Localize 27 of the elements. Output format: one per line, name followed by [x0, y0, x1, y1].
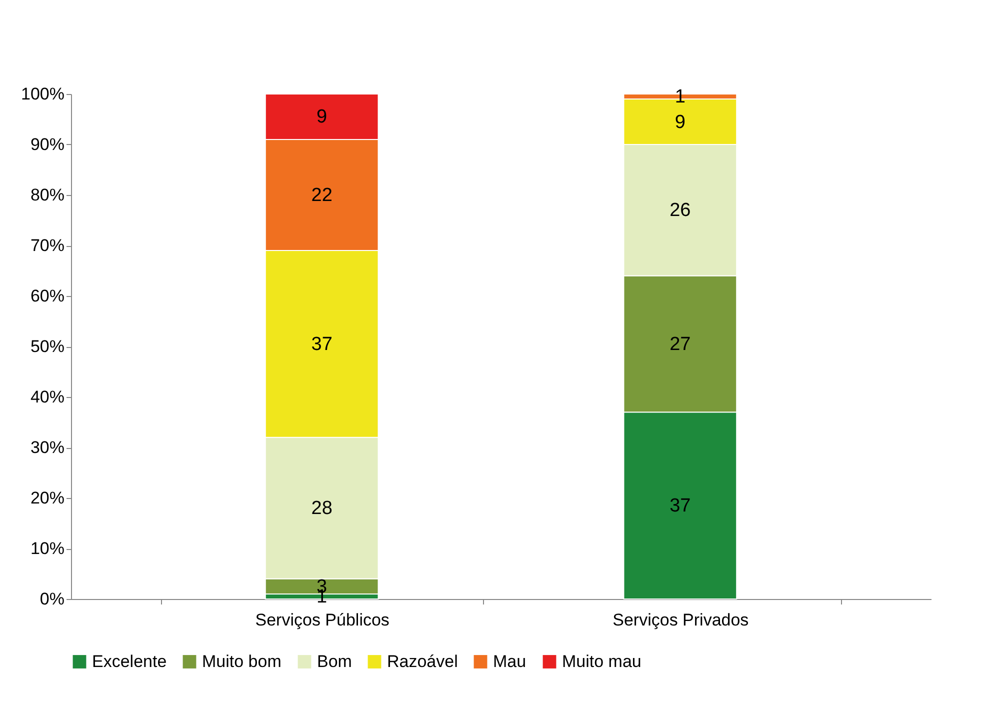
- y-tick-label: 70%: [30, 236, 64, 255]
- y-tick-label: 60%: [30, 286, 64, 306]
- y-tick-label: 80%: [30, 186, 64, 204]
- data-label: 37: [311, 334, 332, 355]
- data-label: 26: [670, 200, 691, 222]
- x-tick-label: Serviços Privados: [612, 610, 749, 630]
- y-tick-label: 90%: [30, 135, 64, 154]
- legend-label: Razoável: [387, 652, 458, 671]
- y-tick-label: 40%: [30, 388, 64, 406]
- y-tick-label: 30%: [30, 438, 64, 457]
- data-label: 27: [670, 334, 691, 355]
- y-tick-label: 20%: [30, 488, 64, 508]
- legend-label: Excelente: [92, 652, 167, 671]
- data-label: 9: [316, 106, 328, 128]
- data-label: 28: [311, 498, 332, 520]
- y-tick-label: 50%: [30, 337, 64, 356]
- data-label: 37: [670, 496, 691, 517]
- y-tick-label: 100%: [21, 84, 64, 104]
- legend-label: Bom: [317, 652, 352, 671]
- y-tick-label: 10%: [30, 539, 64, 558]
- y-tick-label: 0%: [40, 590, 64, 608]
- data-label: 9: [674, 112, 686, 133]
- legend-label: Muito bom: [202, 652, 282, 671]
- legend-label: Mau: [493, 652, 526, 671]
- legend-label: Muito mau: [562, 652, 642, 671]
- x-tick-label: Serviços Públicos: [255, 610, 390, 630]
- data-label: 22: [311, 185, 332, 206]
